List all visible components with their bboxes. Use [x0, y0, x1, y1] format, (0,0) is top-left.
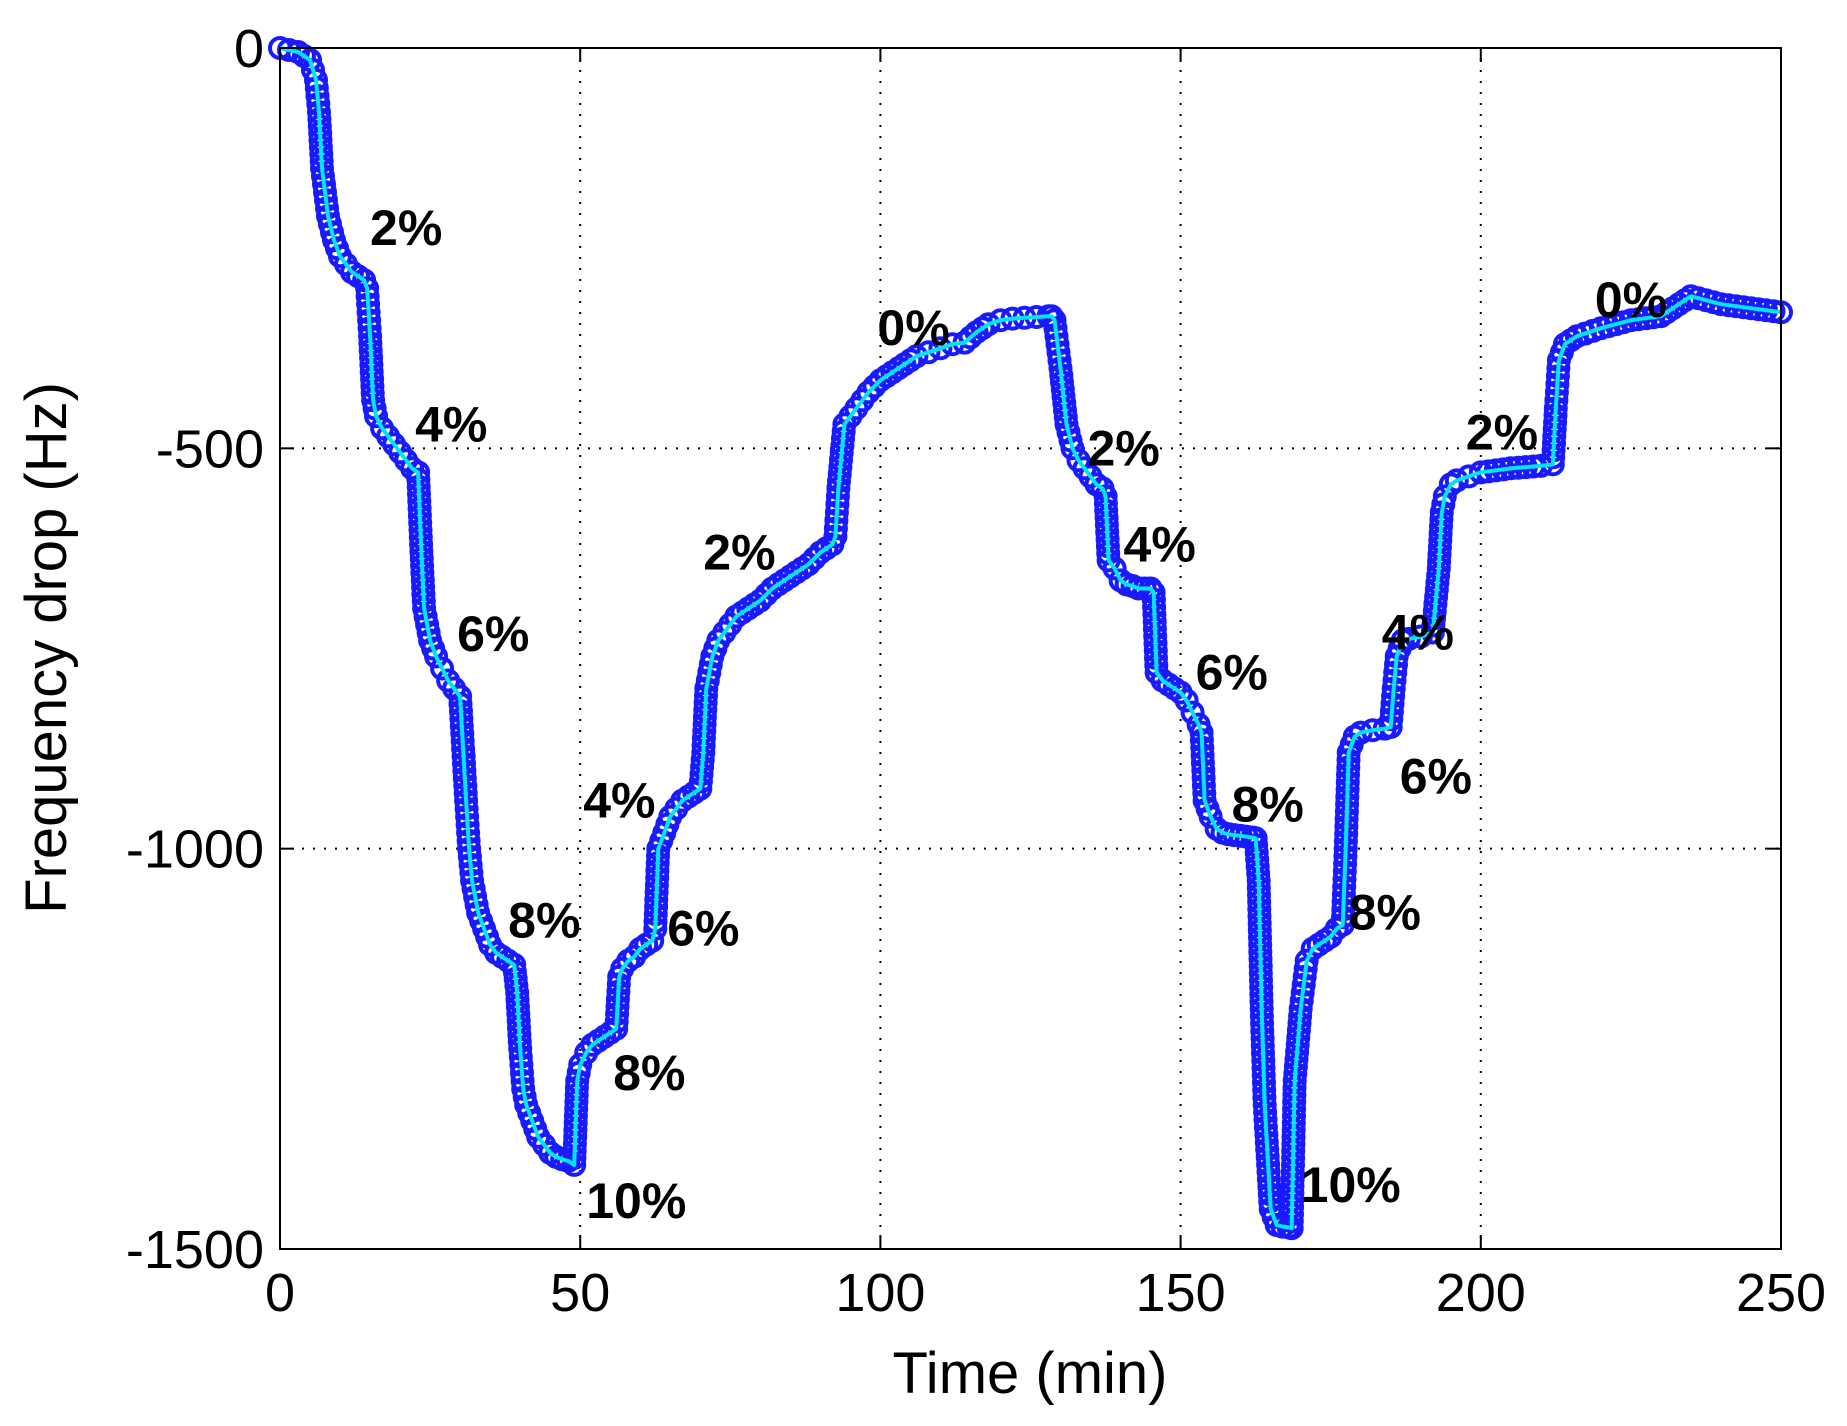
- x-tick-label: 150: [1136, 1263, 1226, 1323]
- x-axis-title: Time (min): [893, 1341, 1168, 1406]
- load-percent-label: 4%: [583, 773, 655, 829]
- series-line: [279, 46, 1782, 1231]
- y-tick-label: 0: [234, 19, 264, 79]
- load-percent-label: 2%: [1466, 404, 1538, 460]
- y-axis-title: Frequency drop (Hz): [14, 382, 79, 914]
- data-marker: [1444, 468, 1469, 493]
- data-marker: [856, 380, 881, 405]
- load-percent-label: 10%: [1301, 1157, 1401, 1213]
- data-marker: [424, 644, 449, 669]
- data-marker: [748, 588, 773, 613]
- load-percent-label: 8%: [613, 1045, 685, 1101]
- load-percent-label: 4%: [1382, 604, 1454, 660]
- data-series: [268, 36, 1793, 1241]
- data-marker: [916, 340, 941, 365]
- load-percent-label: 6%: [457, 606, 529, 662]
- load-percent-label: 6%: [1400, 749, 1472, 805]
- load-percent-label: 2%: [703, 524, 775, 580]
- data-marker: [904, 344, 929, 369]
- x-tick-label: 0: [265, 1263, 295, 1323]
- load-percent-label: 8%: [508, 893, 580, 949]
- data-marker: [796, 552, 821, 577]
- load-percent-label: 6%: [667, 901, 739, 957]
- load-percent-label: 0%: [1595, 272, 1667, 328]
- data-marker: [1060, 436, 1085, 461]
- load-percent-label: 0%: [877, 300, 949, 356]
- data-marker: [928, 336, 953, 361]
- load-percent-label: 2%: [1088, 420, 1160, 476]
- data-marker: [1174, 688, 1199, 713]
- load-percent-label: 10%: [586, 1173, 686, 1229]
- axis-ticks: 0 50 100 150 200 250 0 -500 -1000 -1500: [126, 19, 1826, 1323]
- data-marker: [976, 312, 1001, 337]
- load-percent-label: 2%: [370, 200, 442, 256]
- data-marker: [1198, 804, 1223, 829]
- x-tick-label: 200: [1436, 1263, 1526, 1323]
- data-marker: [1102, 556, 1127, 581]
- data-marker: [1180, 700, 1205, 725]
- plot-frame: [279, 47, 1782, 1250]
- x-tick-label: 100: [835, 1263, 925, 1323]
- load-percent-label: 8%: [1349, 885, 1421, 941]
- y-tick-label: -500: [156, 419, 264, 479]
- x-tick-label: 50: [550, 1263, 610, 1323]
- y-tick-label: -1000: [126, 820, 264, 880]
- data-marker: [430, 656, 455, 681]
- y-tick-label: -1500: [126, 1220, 264, 1280]
- x-tick-label: 250: [1736, 1263, 1826, 1323]
- load-percent-label: 8%: [1232, 777, 1304, 833]
- load-percent-label: 4%: [1124, 516, 1196, 572]
- load-percent-label: 4%: [415, 396, 487, 452]
- annotation-labels: 2% 4% 6% 8% 10% 8% 6% 4% 2% 0% 2% 4% 6% 8% 10% 8% 6% 4% 2%…: [370, 200, 1667, 1229]
- load-percent-label: 6%: [1196, 645, 1268, 701]
